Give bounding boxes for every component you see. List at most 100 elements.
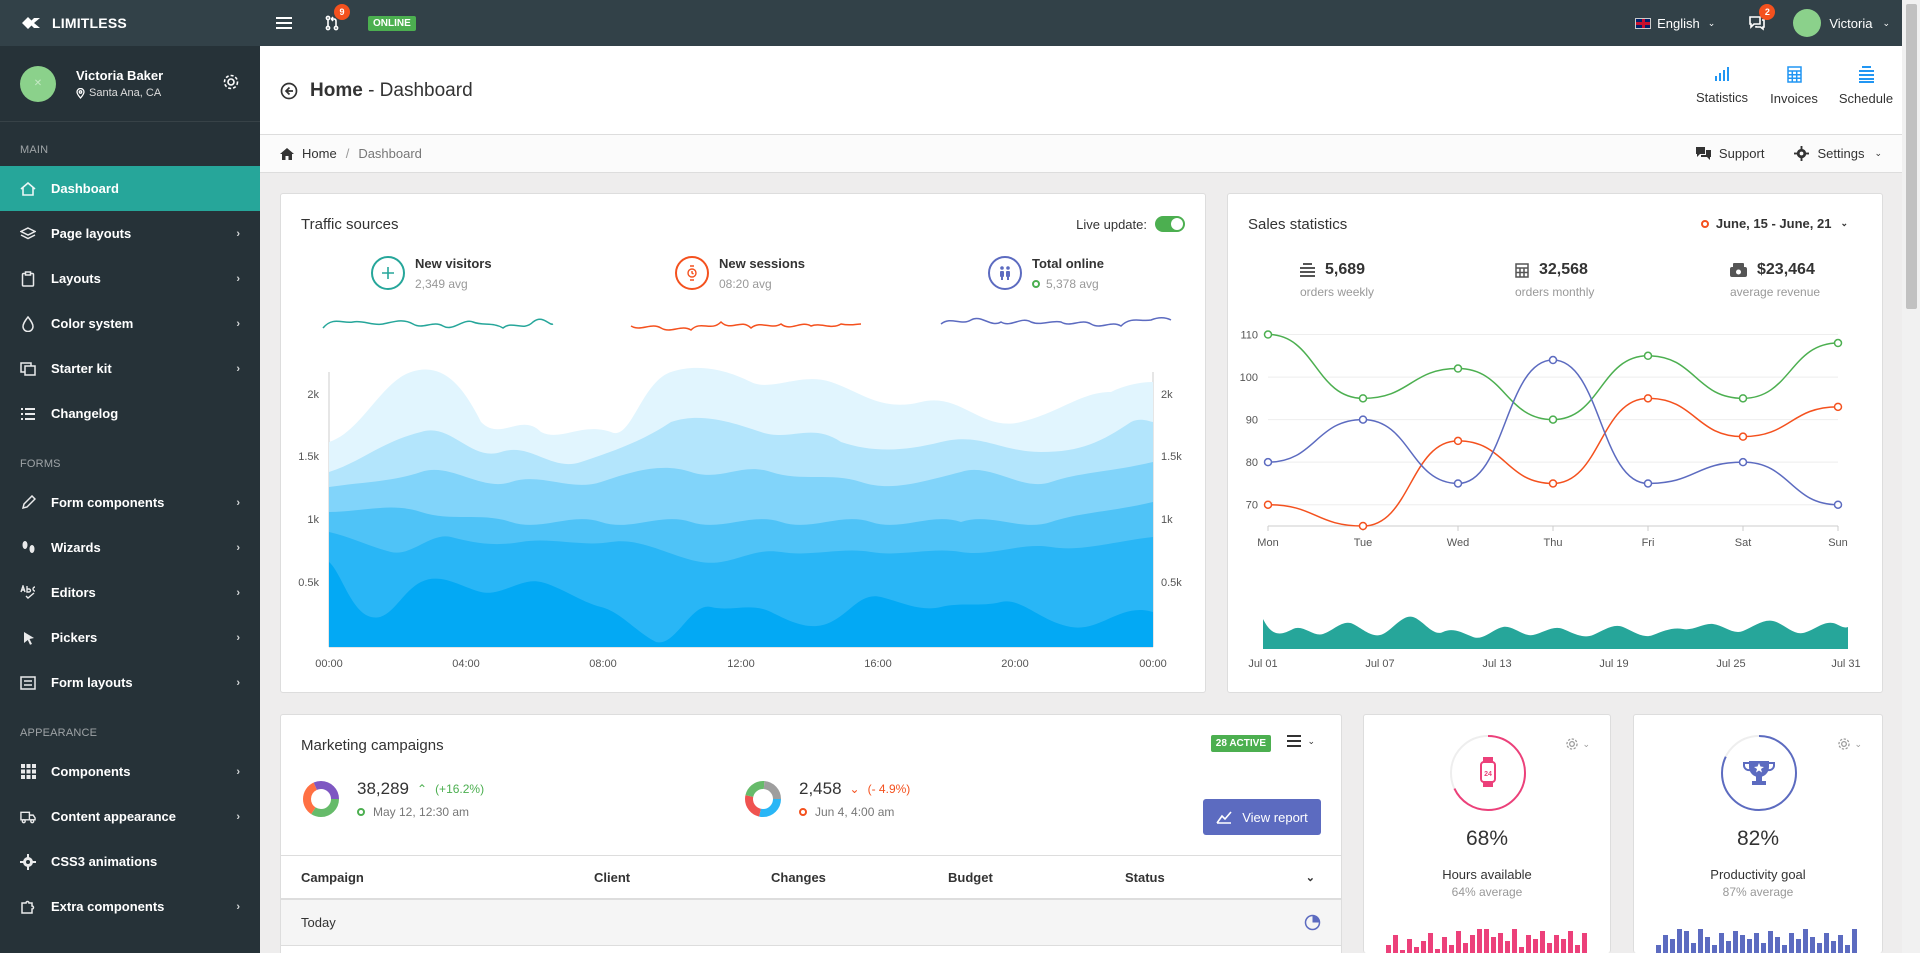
y-tick-label: 100 bbox=[1240, 372, 1258, 384]
x-tick-label: Sat bbox=[1735, 537, 1752, 549]
updates-button[interactable]: 9 bbox=[308, 0, 356, 46]
scrollbar-thumb[interactable] bbox=[1906, 4, 1917, 309]
status-dot bbox=[1700, 219, 1709, 228]
people-icon bbox=[988, 256, 1022, 290]
sidebar-toggle-button[interactable] bbox=[260, 0, 308, 46]
campaign-menu-dropdown[interactable]: ⌄ bbox=[1287, 735, 1315, 747]
y-tick-2k: 2k bbox=[307, 389, 319, 401]
sidebar-item-color-system[interactable]: Color system › bbox=[0, 301, 260, 346]
x-tick: 00:00 bbox=[315, 658, 343, 670]
view-report-button[interactable]: View report bbox=[1203, 799, 1321, 835]
pie-chart-icon[interactable] bbox=[1304, 914, 1321, 931]
home-icon bbox=[20, 181, 36, 197]
nav-section-appearance: Appearance bbox=[20, 727, 98, 739]
schedule-button[interactable]: Schedule bbox=[1839, 66, 1893, 106]
language-dropdown[interactable]: English ⌄ bbox=[1635, 16, 1715, 31]
sidebar-item-pickers[interactable]: Pickers › bbox=[0, 615, 260, 660]
chevron-down-icon[interactable]: ⌄ bbox=[1305, 871, 1315, 884]
sidebar: Victoria Baker Santa Ana, CA Main Dashbo… bbox=[0, 46, 260, 953]
date-range-dropdown[interactable]: June, 15 - June, 21 ⌄ bbox=[1700, 216, 1848, 231]
new-visitors-stat: New visitors 2,349 avg bbox=[371, 256, 492, 291]
data-point bbox=[1738, 432, 1748, 441]
card-settings-dropdown[interactable]: ⌄ bbox=[1565, 737, 1590, 751]
orders-monthly-stat: 32,568 orders monthly bbox=[1515, 261, 1595, 299]
cursor-click-icon bbox=[20, 630, 36, 646]
avatar[interactable] bbox=[20, 65, 56, 102]
column-header-budget[interactable]: Budget bbox=[948, 869, 993, 885]
sidebar-item-components[interactable]: Components › bbox=[0, 749, 260, 794]
column-header-campaign[interactable]: Campaign bbox=[301, 869, 364, 885]
sidebar-item-dashboard[interactable]: Dashboard bbox=[0, 166, 260, 211]
traffic-sources-title: Traffic sources bbox=[301, 216, 399, 233]
chevron-right-icon: › bbox=[236, 227, 240, 240]
y-tick-label: 90 bbox=[1246, 415, 1258, 427]
y-tick-right-1k: 1k bbox=[1161, 514, 1173, 526]
orders-weekly-stat: 5,689 orders weekly bbox=[1300, 261, 1375, 299]
column-header-status[interactable]: Status bbox=[1125, 869, 1165, 885]
page-title-sub: - Dashboard bbox=[368, 80, 473, 101]
trend-up-icon: ⌃ bbox=[417, 782, 428, 796]
top-navbar: LIMITLESS 9 ONLINE English ⌄ 2 Victoria … bbox=[0, 0, 1920, 46]
column-header-client[interactable]: Client bbox=[594, 869, 631, 885]
traffic-sparklines bbox=[322, 316, 1172, 331]
marketing-campaigns-title: Marketing campaigns bbox=[301, 737, 444, 754]
sidebar-item-content-appearance[interactable]: Content appearance › bbox=[0, 794, 260, 839]
y-tick-0-5k: 0.5k bbox=[298, 577, 319, 589]
card-settings-dropdown[interactable]: ⌄ bbox=[1837, 737, 1862, 751]
goal-name: Productivity goal bbox=[1710, 867, 1806, 882]
table-group-row: Today bbox=[281, 900, 1341, 946]
support-link[interactable]: Support bbox=[1695, 146, 1764, 161]
y-tick-right-1-5k: 1.5k bbox=[1161, 451, 1182, 463]
sidebar-item-changelog[interactable]: Changelog bbox=[0, 391, 260, 436]
goal-bar-chart bbox=[1386, 929, 1587, 953]
sidebar-item-css3-animations[interactable]: CSS3 animations bbox=[0, 839, 260, 884]
campaign-change: (- 4.9%) bbox=[867, 782, 911, 796]
page-title-main: Home bbox=[310, 80, 363, 101]
invoices-button[interactable]: Invoices bbox=[1768, 66, 1820, 106]
traffic-sources-card: Traffic sources Live update: New visitor… bbox=[280, 193, 1206, 693]
user-menu-dropdown[interactable]: Victoria ⌄ bbox=[1793, 9, 1890, 37]
page-scrollbar[interactable] bbox=[1902, 0, 1920, 953]
sidebar-item-editors[interactable]: Editors › bbox=[0, 570, 260, 615]
sales-line-chart: 110 100 90 80 70 Mon Tue Wed Thu Fri Sat Sun bbox=[1240, 330, 1848, 549]
back-arrow-icon[interactable] bbox=[280, 82, 298, 100]
cash-register-icon bbox=[1730, 263, 1747, 277]
chevron-right-icon: › bbox=[236, 900, 240, 913]
data-point bbox=[1453, 364, 1463, 373]
toggle-switch[interactable] bbox=[1155, 216, 1185, 232]
messages-button[interactable]: 2 bbox=[1733, 0, 1781, 46]
breadcrumb-current: Dashboard bbox=[358, 146, 422, 161]
brand-logo[interactable]: LIMITLESS bbox=[0, 15, 260, 31]
x-tick-label: Tue bbox=[1354, 537, 1373, 549]
x-tick: 04:00 bbox=[452, 658, 480, 670]
data-point bbox=[1263, 457, 1273, 467]
nav-section-forms: Forms bbox=[20, 458, 61, 470]
sidebar-item-wizards[interactable]: Wizards › bbox=[0, 525, 260, 570]
live-update-toggle[interactable]: Live update: bbox=[1076, 216, 1185, 232]
sidebar-item-form-layouts[interactable]: Form layouts › bbox=[0, 660, 260, 705]
gear-icon bbox=[1838, 738, 1851, 750]
settings-dropdown[interactable]: Settings ⌄ bbox=[1794, 146, 1882, 161]
y-tick-right-2k: 2k bbox=[1161, 389, 1173, 401]
data-point bbox=[1738, 394, 1748, 403]
progress-ring: 24 bbox=[1450, 735, 1526, 811]
sidebar-item-page-layouts[interactable]: Page layouts › bbox=[0, 211, 260, 256]
column-header-changes[interactable]: Changes bbox=[771, 869, 826, 885]
traffic-layer-6 bbox=[329, 562, 1153, 647]
data-point bbox=[1548, 479, 1558, 488]
footsteps-icon bbox=[20, 540, 36, 556]
x-tick-label: Fri bbox=[1642, 537, 1655, 549]
sidebar-item-extra-components[interactable]: Extra components › bbox=[0, 884, 260, 929]
user-settings-button[interactable] bbox=[222, 73, 240, 94]
statistics-button[interactable]: Statistics bbox=[1696, 66, 1748, 106]
sidebar-user-location: Santa Ana, CA bbox=[76, 87, 163, 99]
sidebar-item-form-components[interactable]: Form components › bbox=[0, 480, 260, 525]
breadcrumb-home[interactable]: Home bbox=[280, 146, 337, 161]
calculator-icon bbox=[1515, 262, 1529, 278]
donut-chart-icon bbox=[745, 781, 781, 817]
data-point bbox=[1263, 330, 1273, 339]
sidebar-item-starter-kit[interactable]: Starter kit › bbox=[0, 346, 260, 391]
sidebar-user-name: Victoria Baker bbox=[76, 68, 164, 83]
sidebar-item-layouts[interactable]: Layouts › bbox=[0, 256, 260, 301]
puzzle-icon bbox=[20, 899, 36, 915]
